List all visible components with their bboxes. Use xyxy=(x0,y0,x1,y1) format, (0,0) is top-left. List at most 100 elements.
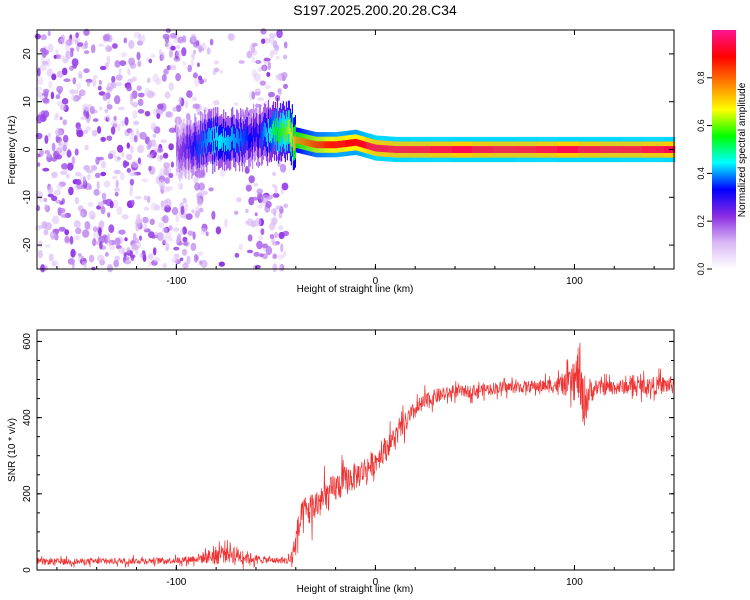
spectrogram-cell xyxy=(494,146,496,153)
spectrogram-cell xyxy=(56,183,63,190)
spectrogram-cell xyxy=(626,146,628,153)
spectrogram-cell xyxy=(163,186,170,193)
spectrogram-cell xyxy=(194,132,196,147)
spectrogram-cell xyxy=(652,146,654,153)
spectrogram-cell xyxy=(124,116,129,126)
spectrogram-cell xyxy=(643,146,645,153)
spectrogram-cell xyxy=(502,146,504,153)
spectrogram-cell xyxy=(423,146,425,153)
spectrogram-cell xyxy=(199,260,203,265)
spectrogram-cell xyxy=(490,146,493,153)
spectrogram-cell xyxy=(212,140,214,155)
spectrogram-cell xyxy=(269,194,274,199)
spectrogram-cell xyxy=(511,146,513,153)
spectrogram-cell xyxy=(173,253,180,259)
spectrogram-cell xyxy=(73,96,77,103)
spectrogram-cell xyxy=(283,41,288,49)
spectrogram-cell xyxy=(146,195,151,204)
spectrogram-cell xyxy=(129,188,133,197)
spectrogram-cell xyxy=(156,147,164,153)
spectrogram-cell xyxy=(297,137,299,144)
spectrogram-cell xyxy=(518,146,520,153)
spectrogram-cell xyxy=(400,146,402,153)
snr-ytick-label: 0 xyxy=(22,567,33,573)
spectrogram-cell xyxy=(352,139,354,147)
spectrogram-cell xyxy=(260,132,263,147)
spectrogram-cell xyxy=(178,182,184,190)
spectrogram-cell xyxy=(314,141,316,148)
spectrogram-cell xyxy=(432,146,434,153)
spectrogram-cell xyxy=(516,146,518,153)
spectrogram-cell xyxy=(98,79,102,85)
spectrogram-cell xyxy=(118,67,122,76)
snr-ylabel: SNR (10 * v/v) xyxy=(7,418,18,482)
spectrogram-cell xyxy=(253,73,261,82)
spectrogram-cell xyxy=(466,146,468,153)
spectrogram-cell xyxy=(193,141,195,156)
spectrogram-cell xyxy=(94,172,101,179)
spectrogram-cell xyxy=(204,128,206,144)
spectrogram-cell xyxy=(443,146,445,153)
spectrogram-cell xyxy=(100,136,106,142)
spectrogram-cell xyxy=(645,146,647,153)
spectrogram-cell xyxy=(489,146,492,153)
spectrogram-cell xyxy=(71,156,76,165)
spectrogram-cell xyxy=(275,74,279,80)
spectrogram-cell xyxy=(360,140,362,148)
spectrogram-cell xyxy=(72,77,77,85)
spectrogram-cell xyxy=(337,141,339,148)
spectrogram-cell xyxy=(378,144,380,152)
spectrogram-cell xyxy=(80,116,86,120)
spectrogram-cell xyxy=(247,234,253,242)
spectrogram-cell xyxy=(254,217,262,227)
spectrogram-cell xyxy=(117,106,126,111)
spectrogram-cell xyxy=(525,146,527,153)
spectrogram-cell xyxy=(90,214,96,220)
spectrogram-cell xyxy=(55,113,60,118)
colorbar-label: Normalized spectral amplitude xyxy=(737,82,748,217)
spectrogram-cell xyxy=(67,162,74,171)
spectrogram-cell xyxy=(243,130,245,146)
spectrogram-cell xyxy=(381,145,383,152)
spectrogram-cell xyxy=(393,145,395,153)
spectrogram-cell xyxy=(55,129,63,138)
spectrogram-cell xyxy=(664,146,666,153)
spectrogram-cell xyxy=(187,64,192,73)
spectrogram-cell xyxy=(35,86,43,92)
spectrogram-cell xyxy=(255,264,261,269)
spectrogram-cell xyxy=(263,57,271,62)
spectrogram-cell xyxy=(203,78,207,83)
spectrogram-cell xyxy=(351,139,353,147)
spectrogram-cell xyxy=(452,146,454,153)
spectrogram-cell xyxy=(124,259,132,265)
spectrogram-cell xyxy=(103,234,109,244)
spectrogram-cell xyxy=(429,146,431,153)
spectrogram-cell xyxy=(58,226,66,232)
spectrogram-cell xyxy=(531,146,533,153)
spectrogram-cell xyxy=(261,243,269,249)
spectrogram-cell xyxy=(233,102,239,106)
spectrogram-cell xyxy=(213,126,215,142)
spectrogram-cell xyxy=(370,143,372,151)
spectrogram-cell xyxy=(259,253,264,258)
spectrogram-cell xyxy=(376,144,378,152)
spectrogram-cell xyxy=(326,141,328,149)
spectrogram-cell xyxy=(129,129,135,136)
spectrogram-cell xyxy=(292,136,294,152)
spectrogram-cell xyxy=(477,146,480,153)
spectrogram-cell xyxy=(391,145,393,153)
spectrogram-cell xyxy=(634,146,636,153)
spectrogram-cell xyxy=(156,113,161,119)
spectrogram-cell xyxy=(272,192,280,198)
spectrogram-cell xyxy=(101,161,107,169)
spectrogram-cell xyxy=(526,146,528,153)
spectrogram-cell xyxy=(155,77,162,85)
spectrogram-cell xyxy=(454,146,456,153)
spectrogram-cell xyxy=(647,146,649,153)
spectrogram-cell xyxy=(272,253,278,260)
spectrogram-cell xyxy=(130,96,134,106)
spectrogram-cell xyxy=(165,186,174,191)
spectrogram-cell xyxy=(361,140,363,148)
spectrogram-cell xyxy=(375,144,377,152)
spectrogram-cell xyxy=(182,236,188,243)
